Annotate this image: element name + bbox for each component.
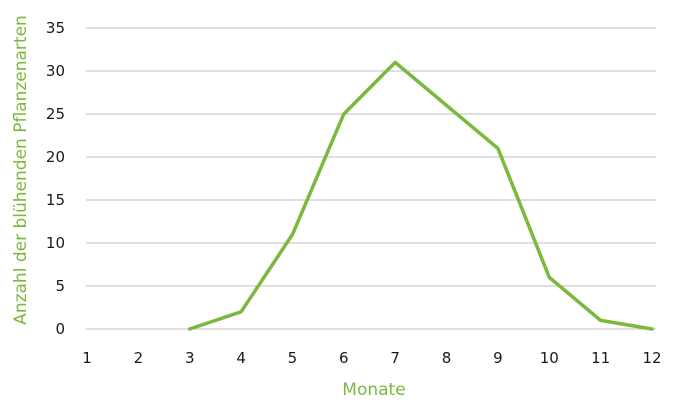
x-axis-ticks: 1 2 3 4 5 6 7 8 9 10 11 12 (82, 349, 661, 367)
x-axis-title: Monate (342, 380, 405, 400)
series-layer (187, 60, 654, 331)
y-tick-label: 30 (46, 62, 65, 80)
data-point (188, 327, 192, 331)
x-tick-label: 9 (493, 349, 503, 367)
y-tick-label: 5 (55, 277, 65, 295)
x-tick-label: 12 (642, 349, 661, 367)
series-line-0 (187, 60, 654, 331)
y-tick-label: 35 (46, 19, 65, 37)
y-tick-label: 10 (46, 234, 65, 252)
x-tick-label: 11 (591, 349, 610, 367)
x-tick-label: 3 (185, 349, 195, 367)
data-point (342, 112, 346, 116)
data-point (393, 60, 397, 64)
y-axis-title: Anzahl der blühenden Pflanzenarten (11, 15, 31, 325)
data-point (445, 103, 449, 107)
data-point (599, 318, 603, 322)
x-tick-label: 7 (390, 349, 400, 367)
data-point (290, 232, 294, 236)
x-tick-label: 5 (288, 349, 298, 367)
y-tick-label: 25 (46, 105, 65, 123)
x-tick-label: 2 (134, 349, 144, 367)
data-point (496, 146, 500, 150)
y-tick-label: 0 (55, 320, 65, 338)
y-tick-label: 20 (46, 148, 65, 166)
gridlines (86, 27, 656, 330)
x-tick-label: 4 (236, 349, 246, 367)
x-tick-label: 6 (339, 349, 349, 367)
x-tick-label: 10 (540, 349, 559, 367)
y-axis-ticks: 0 5 10 15 20 25 30 35 (46, 19, 65, 338)
data-point (547, 275, 551, 279)
y-tick-label: 15 (46, 191, 65, 209)
data-point (650, 327, 654, 331)
x-tick-label: 1 (82, 349, 92, 367)
x-tick-label: 8 (442, 349, 452, 367)
data-point (239, 310, 243, 314)
